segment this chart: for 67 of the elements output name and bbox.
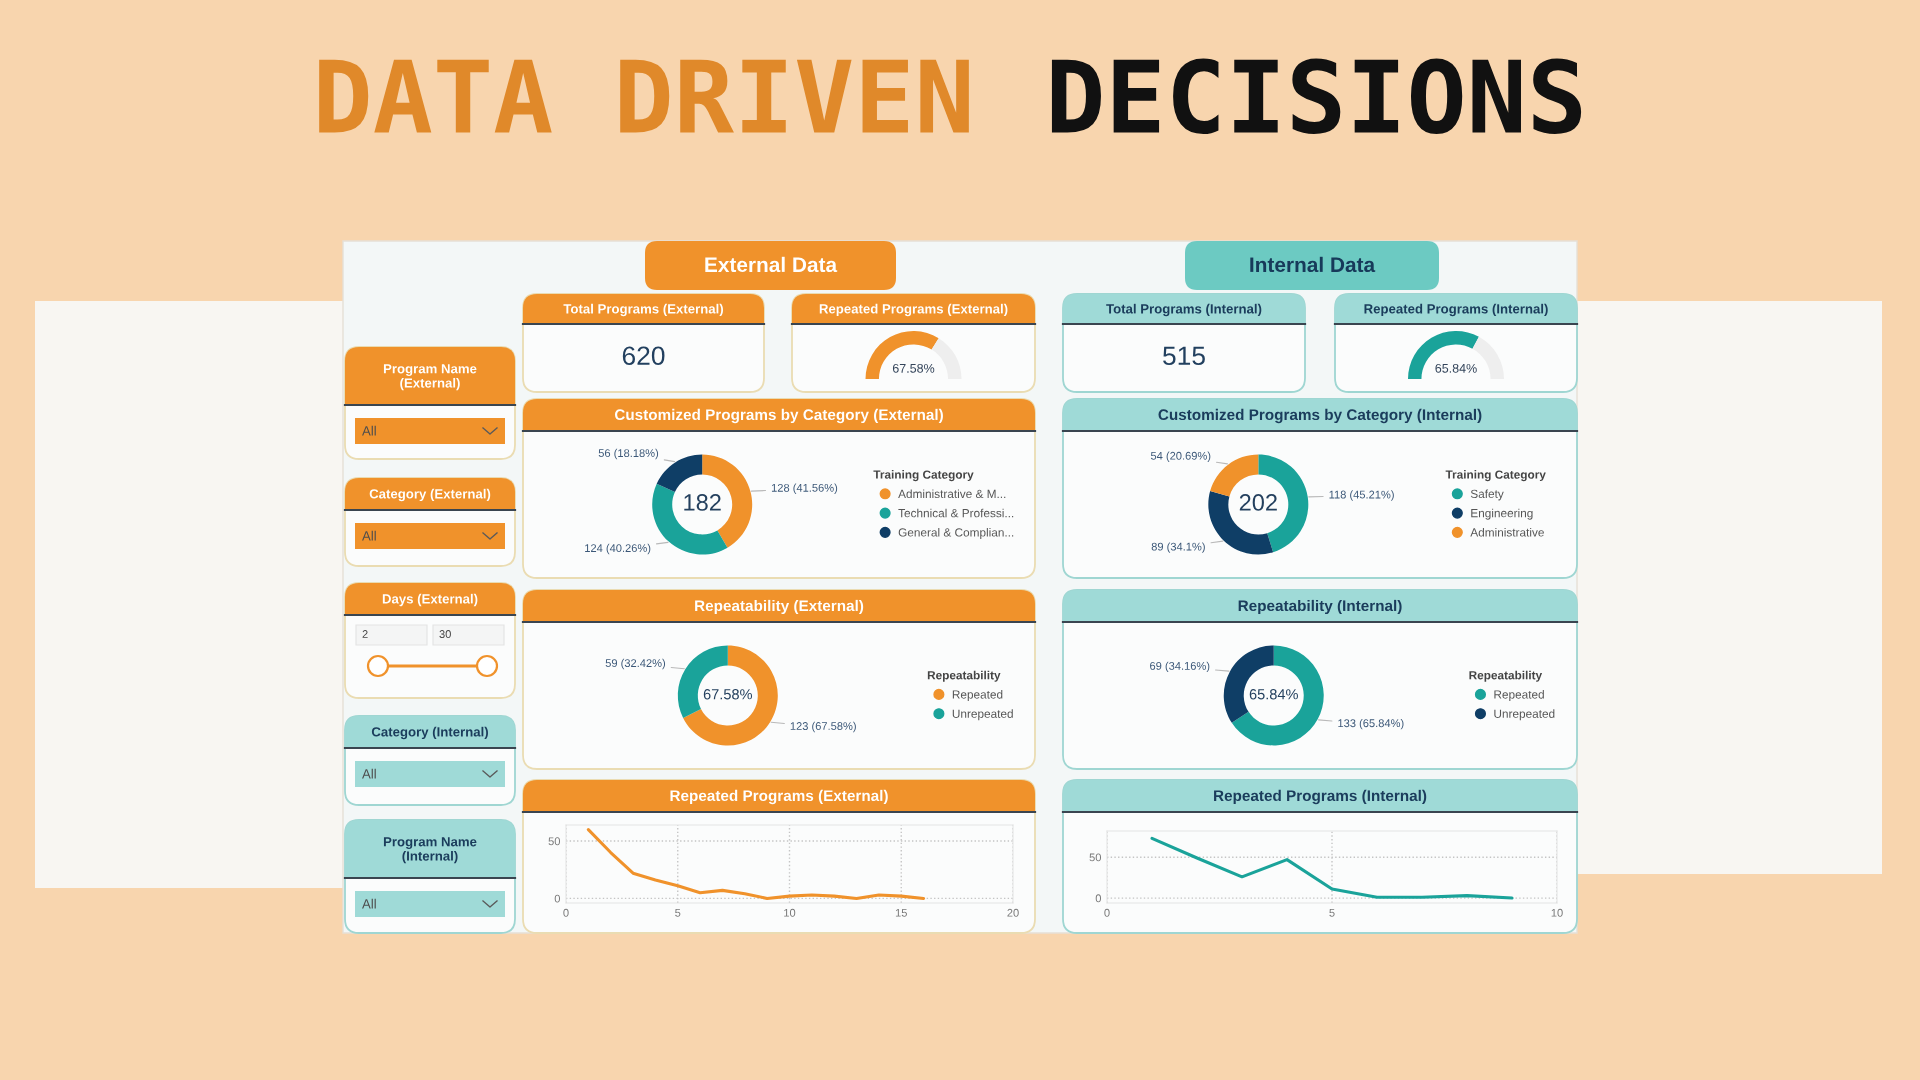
chart-title: Repeatability (Internal) [1238, 599, 1402, 615]
text: DATA DRIVEN [319, 59, 969, 133]
text: 202 [1239, 494, 1277, 511]
text: External Data [705, 256, 838, 273]
text: All [362, 768, 376, 779]
text: 65.84% [1249, 689, 1298, 700]
text: 30 [439, 630, 451, 638]
chart-title: Repeated Programs (External) [819, 303, 1008, 317]
legend-label: Technical & Professi... [898, 508, 1014, 518]
x-tick-label: 5 [675, 908, 681, 917]
text: All [362, 425, 376, 436]
legend-label: Engineering [1471, 508, 1533, 520]
data-label: 118 (45.21%) [1329, 490, 1394, 501]
text: All [362, 530, 376, 541]
chart-title: Customized Programs by Category (External) [614, 408, 943, 424]
legend-label: Repeated [952, 690, 1003, 701]
legend-label: Unrepeated [952, 709, 1013, 721]
text: Total Programs (External) [563, 303, 724, 317]
chart-title: Repeated Programs (Internal) [1364, 303, 1548, 317]
text: DECISIONS [1051, 58, 1582, 135]
data-label: 128 (41.56%) [771, 483, 838, 494]
legend-label: Administrative [1470, 527, 1544, 537]
data-label: 54 (20.69%) [1150, 451, 1211, 462]
legend-label: Repeated [1494, 690, 1544, 701]
data-label: 56 (18.18%) [598, 448, 659, 460]
x-tick-label: 0 [563, 908, 569, 917]
x-tick-label: 5 [1329, 908, 1335, 917]
x-tick-label: 15 [895, 908, 907, 917]
text: 2 [362, 630, 368, 638]
data-label: 124 (40.26%) [585, 543, 651, 555]
data-label: 133 (65.84%) [1338, 718, 1404, 730]
text: Days (External) [382, 593, 478, 607]
legend-label: Safety [1470, 489, 1504, 501]
legend-title: Training Category [1445, 470, 1546, 482]
data-label: 65.84% [1435, 363, 1477, 373]
text: 620 [622, 346, 665, 366]
chart-title: Repeated Programs (External) [670, 789, 888, 805]
legend-label: Unrepeated [1494, 709, 1555, 721]
legend-title: Repeatability [927, 670, 1001, 682]
data-label: 59 (32.42%) [605, 658, 666, 670]
legend-title: Repeatability [1469, 670, 1543, 682]
y-tick-label: 50 [548, 837, 561, 846]
text: 67.58% [703, 689, 753, 700]
text: Program Name (Internal) [383, 837, 477, 864]
x-tick-label: 10 [784, 908, 796, 917]
x-tick-label: 0 [1104, 908, 1110, 917]
legend-title: Training Category [873, 470, 974, 482]
data-label: 123 (67.58%) [790, 721, 856, 733]
text: Total Programs (Internal) [1106, 303, 1262, 317]
data-label: 89 (34.1%) [1151, 542, 1205, 553]
chart-title: Customized Programs by Category (Internal) [1158, 408, 1482, 424]
chart-title: Repeatability (External) [695, 599, 864, 615]
y-tick-label: 50 [1089, 853, 1102, 862]
text: 515 [1163, 346, 1205, 366]
legend-label: General & Complian... [898, 527, 1014, 539]
legend-label: Administrative & M... [898, 489, 1006, 499]
text: Category (External) [369, 488, 491, 502]
text: All [362, 898, 376, 909]
text: Program Name (External) [383, 364, 477, 391]
data-label: 69 (34.16%) [1150, 661, 1210, 673]
data-label: 67.58% [892, 363, 935, 373]
text: Category (Internal) [371, 726, 488, 740]
x-tick-label: 20 [1007, 908, 1019, 917]
text: 182 [684, 494, 721, 511]
text: Internal Data [1250, 256, 1376, 273]
chart-title: Repeated Programs (Internal) [1214, 789, 1427, 805]
x-tick-label: 10 [1551, 908, 1563, 917]
